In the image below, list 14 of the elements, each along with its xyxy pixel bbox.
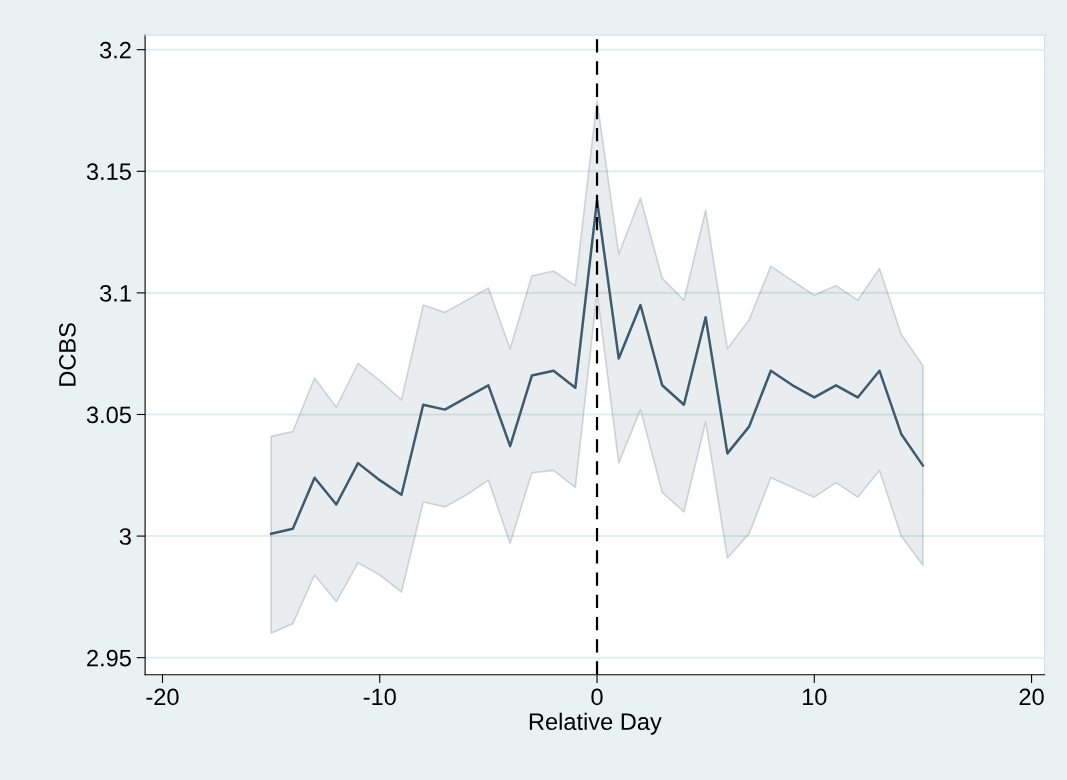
x-tick-label: -20 [146,688,179,706]
y-tick-label: 3.15 [86,163,131,181]
x-tick-label: 10 [802,688,827,706]
y-tick-label: 3.05 [86,406,131,424]
y-tick-label: 3.1 [100,284,131,302]
line-series [269,199,925,535]
x-tick-label: 0 [591,688,603,706]
x-tick-label: 20 [1019,688,1044,706]
y-tick-label: 3 [119,528,131,545]
y-axis-title: DCBS [59,323,76,386]
x-tick-label: -10 [363,688,396,706]
x-axis-title: Relative Day [529,712,662,735]
y-tick-label: 3.2 [100,41,131,59]
y-tick-label: 2.95 [87,649,131,667]
